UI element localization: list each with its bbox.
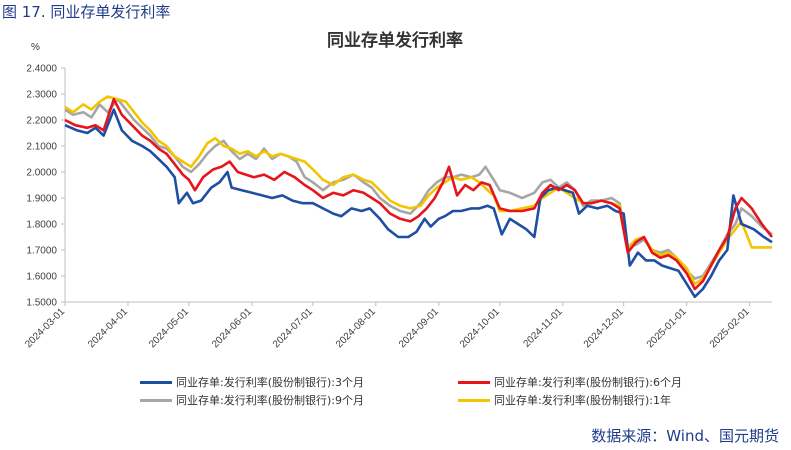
legend-label: 同业存单:发行利率(股份制银行):6个月 — [494, 376, 682, 389]
legend-item: 同业存单:发行利率(股份制银行):3个月 — [140, 374, 364, 390]
chart-axes: 1.5000 1.6000 1.7000 1.8000 1.9000 2.0000 2.10… — [23, 64, 772, 350]
x-tick-label: 2025-02-01 — [708, 306, 752, 350]
x-tick-label: 2024-04-01 — [86, 306, 130, 350]
y-tick-label: 1.8000 — [26, 220, 57, 231]
x-tick-label: 2024-10-01 — [458, 306, 502, 350]
legend-item: 同业存单:发行利率(股份制银行):9个月 — [140, 392, 364, 408]
legend-swatch — [458, 398, 490, 402]
x-tick-label: 2024-07-01 — [271, 306, 315, 350]
legend-swatch — [140, 380, 172, 384]
x-tick-label: 2024-09-01 — [397, 306, 441, 350]
y-tick-label: 1.7000 — [26, 246, 57, 257]
legend-item: 同业存单:发行利率(股份制银行):6个月 — [458, 374, 682, 390]
x-tick-label: 2024-08-01 — [334, 306, 378, 350]
y-tick-label: 1.6000 — [26, 272, 57, 283]
x-tick-label: 2024-06-01 — [210, 306, 254, 350]
legend-swatch — [458, 380, 490, 384]
x-tick-label: 2025-01-01 — [645, 306, 689, 350]
y-axis-unit: % — [31, 42, 40, 53]
y-tick-label: 1.5000 — [26, 298, 57, 309]
y-tick-label: 2.4000 — [26, 64, 57, 75]
legend-label: 同业存单:发行利率(股份制银行):1年 — [494, 394, 671, 407]
y-tick-label: 2.3000 — [26, 90, 57, 101]
legend-item: 同业存单:发行利率(股份制银行):1年 — [458, 392, 671, 408]
x-tick-label: 2024-11-01 — [521, 306, 565, 350]
chart-title: 同业存单发行利率 — [327, 30, 463, 51]
series-line-1 — [64, 108, 773, 299]
x-tick-label: 2024-03-01 — [23, 306, 67, 350]
y-tick-label: 2.2000 — [26, 116, 57, 127]
x-tick-label: 2024-12-01 — [582, 306, 626, 350]
legend-swatch — [140, 398, 172, 402]
series-line-2 — [64, 97, 774, 291]
y-tick-label: 2.0000 — [26, 168, 57, 179]
legend-label: 同业存单:发行利率(股份制银行):3个月 — [176, 376, 364, 389]
legend-label: 同业存单:发行利率(股份制银行):9个月 — [176, 394, 364, 407]
y-tick-label: 1.9000 — [26, 194, 57, 205]
series-layer — [64, 95, 774, 299]
source-note: 数据来源：Wind、国元期货 — [591, 427, 779, 445]
series-line-3 — [64, 97, 773, 280]
x-tick-label: 2024-05-01 — [147, 306, 191, 350]
series-line-4 — [64, 95, 772, 286]
figure-label: 图 17. 同业存单发行利率 — [2, 3, 171, 21]
y-tick-label: 2.1000 — [26, 142, 57, 153]
